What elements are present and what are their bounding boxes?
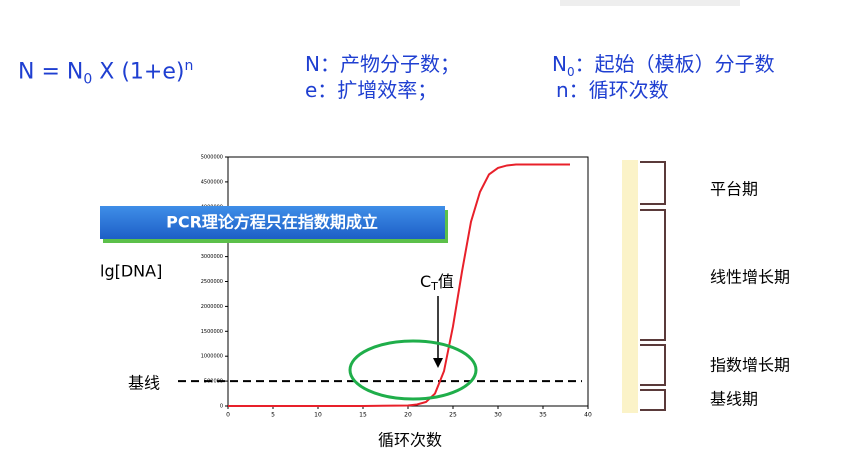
x-tick-label: 0	[226, 412, 230, 419]
banner	[100, 206, 445, 239]
x-tick-label: 20	[404, 412, 412, 419]
y-tick-label: 500000	[204, 379, 223, 385]
plot-frame	[227, 156, 589, 407]
x-tick-label: 35	[539, 412, 547, 419]
threshold-label: 基线	[128, 374, 160, 393]
y-axis-label: lg[DNA]	[100, 262, 162, 281]
phase-label: 平台期	[710, 180, 758, 199]
definition: n：循环次数	[556, 78, 669, 102]
y-tick-label: 0	[220, 404, 223, 410]
phase-label: 指数增长期	[710, 356, 790, 375]
formula-sub: 0	[83, 71, 93, 88]
x-tick-label: 5	[271, 412, 275, 419]
x-tick-label: 15	[359, 412, 367, 419]
x-tick-label: 10	[314, 412, 322, 419]
def-part: N	[552, 52, 567, 76]
highlight-ellipse	[348, 339, 478, 401]
y-tick-label: 1000000	[201, 354, 223, 360]
definition: N：产物分子数；	[305, 52, 460, 76]
curve	[228, 163, 570, 407]
ct-sub: T	[430, 280, 438, 293]
formula-part: N = N	[18, 59, 84, 85]
formula-sup: n	[184, 58, 194, 74]
y-tick-label: 4500000	[201, 179, 223, 185]
y-tick-label: 2000000	[201, 304, 223, 310]
ct-part: 值	[438, 272, 454, 291]
definition: N0：起始（模板）分子数	[552, 48, 775, 79]
x-axis-label: 循环次数	[378, 431, 442, 450]
ct-label: CT值	[420, 272, 454, 294]
x-tick-label: 25	[449, 412, 457, 419]
phase-bar	[622, 160, 638, 413]
formula-part: X (1+e)	[92, 59, 185, 85]
phase-label: 基线期	[710, 390, 758, 409]
x-tick-label: 40	[584, 412, 592, 419]
banner-text: PCR理论方程只在指数期成立	[166, 213, 378, 232]
formula: N = N0 X (1+e)n	[18, 58, 193, 88]
y-tick-label: 2500000	[201, 279, 223, 285]
definition: e：扩增效率；	[305, 78, 438, 102]
phase-brackets	[640, 161, 666, 411]
plot: 0 500000 1000000 1500000 2000000 2500000 30000…	[178, 155, 592, 419]
x-tick-label: 30	[494, 412, 502, 419]
ct-arrowhead	[433, 358, 443, 368]
y-tick-label: 1500000	[201, 329, 223, 335]
y-tick-label: 3000000	[201, 254, 223, 260]
def-sub: 0	[566, 65, 575, 79]
phase-label: 线性增长期	[710, 268, 790, 287]
ct-part: C	[420, 272, 431, 291]
decor	[560, 0, 740, 6]
y-tick-label: 5000000	[201, 155, 223, 161]
def-part: ：起始（模板）分子数	[574, 52, 775, 76]
